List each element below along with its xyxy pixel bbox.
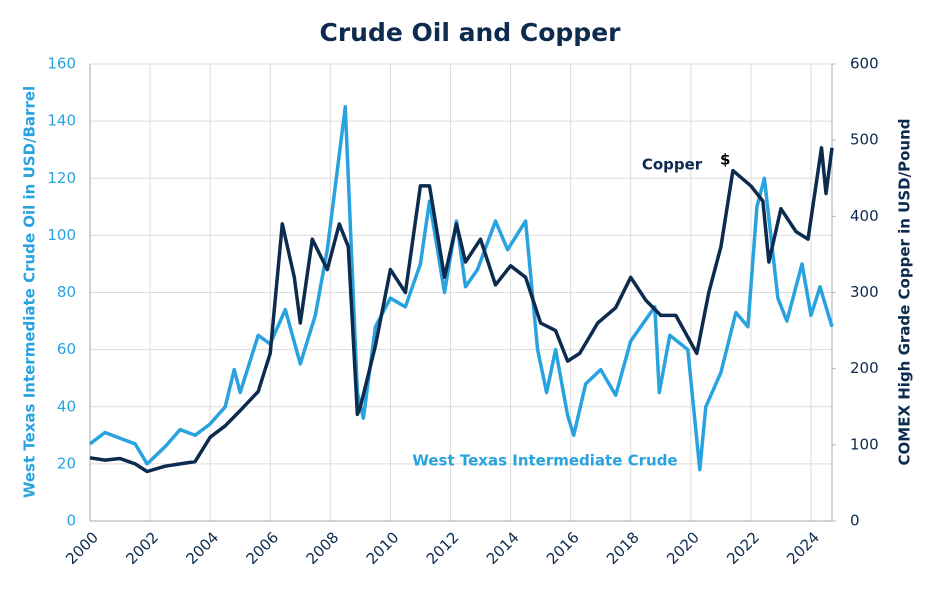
y-tick-label: 0 <box>66 512 76 530</box>
series-label: Copper <box>642 156 703 174</box>
x-tick-label: 2024 <box>783 528 823 568</box>
x-tick-label: 2004 <box>182 528 222 568</box>
y-tick-label: 20 <box>57 454 76 472</box>
x-tick-label: 2020 <box>663 528 703 568</box>
annotation: $ <box>720 151 730 169</box>
y-tick-label: 120 <box>47 169 76 187</box>
x-tick-label: 2000 <box>62 528 102 568</box>
y2-tick-label: 400 <box>850 207 879 225</box>
data-line <box>89 146 834 474</box>
x-tick-label: 2022 <box>723 528 763 568</box>
series-label: West Texas Intermediate Crude <box>412 452 677 470</box>
y2-tick-label: 100 <box>850 435 879 453</box>
y-tick-label: 40 <box>57 397 76 415</box>
x-tick-label: 2010 <box>363 528 403 568</box>
x-tick-label: 2002 <box>122 528 162 568</box>
y-tick-label: 100 <box>47 226 76 244</box>
y2-axis-label: COMEX High Grade Copper in USD/Pound <box>896 119 914 466</box>
y2-tick-label: 500 <box>850 131 879 149</box>
y2-tick-label: 300 <box>850 283 879 301</box>
y-tick-label: 80 <box>57 283 76 301</box>
x-tick-label: 2006 <box>243 528 283 568</box>
y2-tick-label: 0 <box>850 512 860 530</box>
x-tick-label: 2012 <box>423 528 463 568</box>
y-tick-label: 160 <box>47 55 76 73</box>
chart-title: Crude Oil and Copper <box>320 18 622 47</box>
y-tick-label: 60 <box>57 340 76 358</box>
y2-tick-label: 200 <box>850 359 879 377</box>
y2-tick-label: 600 <box>850 55 879 73</box>
x-tick-label: 2014 <box>483 528 523 568</box>
y-tick-label: 140 <box>47 112 76 130</box>
data-line <box>88 105 834 472</box>
y-axis-label: West Texas Intermediate Crude Oil in USD… <box>21 86 39 498</box>
x-tick-label: 2016 <box>543 528 583 568</box>
x-tick-label: 2008 <box>303 528 343 568</box>
x-tick-label: 2018 <box>603 528 643 568</box>
